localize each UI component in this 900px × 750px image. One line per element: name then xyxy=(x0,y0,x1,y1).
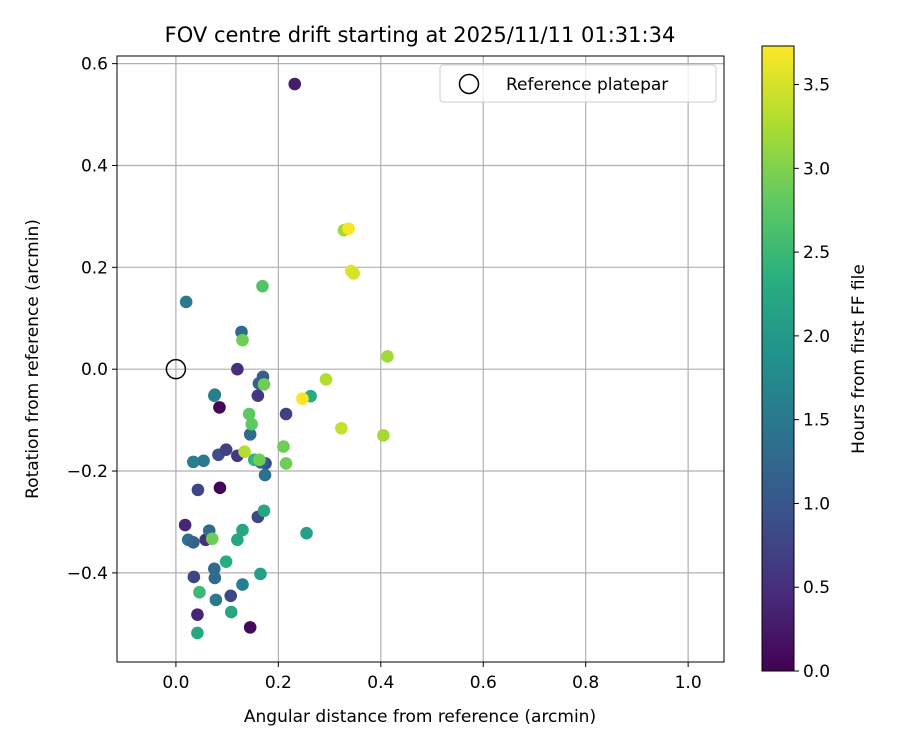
data-point xyxy=(347,267,360,280)
data-point xyxy=(208,562,221,576)
data-point xyxy=(258,468,272,482)
data-point xyxy=(219,555,233,568)
colorbar-tick-label: 2.0 xyxy=(803,327,830,347)
y-tick-label: 0.2 xyxy=(81,258,108,278)
colorbar xyxy=(761,45,795,672)
data-point xyxy=(205,532,219,546)
data-point xyxy=(253,453,266,467)
colorbar-tick-label: 0.5 xyxy=(803,578,830,598)
legend-reference-icon xyxy=(458,73,480,95)
data-point xyxy=(187,455,200,469)
data-point xyxy=(288,77,302,91)
data-point xyxy=(193,585,206,599)
data-point xyxy=(238,445,251,458)
data-point xyxy=(208,571,222,585)
x-tick-label: 0.4 xyxy=(367,673,394,693)
data-point xyxy=(254,567,267,581)
legend-label: Reference platepar xyxy=(506,75,668,95)
data-point xyxy=(279,407,293,421)
data-point xyxy=(251,389,265,402)
data-point xyxy=(178,518,192,532)
data-point xyxy=(243,621,257,634)
data-point xyxy=(245,417,259,431)
colorbar-label: Hours from first FF file xyxy=(849,264,869,454)
reference-marker-layer xyxy=(165,358,187,380)
x-tick-label: 1.0 xyxy=(675,673,702,693)
data-point xyxy=(191,608,204,621)
legend-box xyxy=(439,64,717,103)
legend: Reference platepar xyxy=(439,64,717,103)
y-tick-label: −0.4 xyxy=(67,564,108,584)
x-axis-label: Angular distance from reference (arcmin) xyxy=(244,707,596,727)
data-point xyxy=(335,421,348,435)
colorbar-tick-label: 1.5 xyxy=(803,411,830,431)
data-point xyxy=(381,350,394,363)
data-point xyxy=(187,570,201,584)
data-point xyxy=(231,362,244,376)
x-tick-label: 0.8 xyxy=(572,673,599,693)
data-point xyxy=(209,593,223,607)
colorbar-tick-label: 3.5 xyxy=(803,76,830,96)
data-point xyxy=(187,536,200,549)
y-axis-ticks: −0.4 −0.2 0.0 0.2 0.4 0.6 xyxy=(67,55,117,584)
data-point xyxy=(342,222,355,235)
y-tick-label: −0.2 xyxy=(67,462,108,482)
data-point xyxy=(197,454,210,468)
x-tick-label: 0.6 xyxy=(470,673,497,693)
data-point xyxy=(208,389,221,402)
y-tick-label: 0.0 xyxy=(81,360,108,380)
colorbar-tick-label: 1.0 xyxy=(803,494,830,514)
colorbar-ticks: 0.0 0.5 1.0 1.5 2.0 2.5 3.0 3.5 xyxy=(794,76,830,682)
data-point xyxy=(224,589,238,603)
plot-frame xyxy=(116,55,725,663)
data-point xyxy=(191,626,204,640)
data-point xyxy=(231,533,244,547)
y-tick-label: 0.4 xyxy=(81,156,108,176)
x-tick-label: 0.0 xyxy=(162,673,189,693)
data-point xyxy=(213,481,227,495)
data-point xyxy=(179,295,193,309)
data-point xyxy=(277,440,290,453)
data-point xyxy=(279,457,293,470)
data-point xyxy=(319,373,333,386)
data-point xyxy=(257,378,271,391)
x-axis-ticks: 0.0 0.2 0.4 0.6 0.8 1.0 xyxy=(162,662,702,693)
data-point xyxy=(256,279,269,293)
data-point xyxy=(236,523,249,537)
data-point xyxy=(300,526,313,540)
scatter-points xyxy=(178,77,394,640)
x-tick-label: 0.2 xyxy=(265,673,292,693)
colorbar-tick-label: 3.0 xyxy=(803,159,830,179)
data-point xyxy=(191,483,205,497)
reference-platepar-marker xyxy=(165,358,187,380)
grid xyxy=(117,56,724,662)
colorbar-tick-label: 0.0 xyxy=(803,662,830,682)
chart-title: FOV centre drift starting at 2025/11/11 … xyxy=(165,23,676,47)
data-point xyxy=(243,428,257,441)
data-point xyxy=(377,429,390,442)
data-point xyxy=(236,578,249,591)
data-point xyxy=(213,401,226,414)
data-point xyxy=(236,333,249,347)
data-point xyxy=(257,504,271,518)
y-tick-label: 0.6 xyxy=(81,55,108,75)
data-point xyxy=(296,392,309,406)
data-point xyxy=(224,605,238,619)
data-point xyxy=(219,443,233,456)
colorbar-tick-label: 2.5 xyxy=(803,243,830,263)
y-axis-label: Rotation from reference (arcmin) xyxy=(23,219,43,499)
data-point xyxy=(242,407,256,421)
